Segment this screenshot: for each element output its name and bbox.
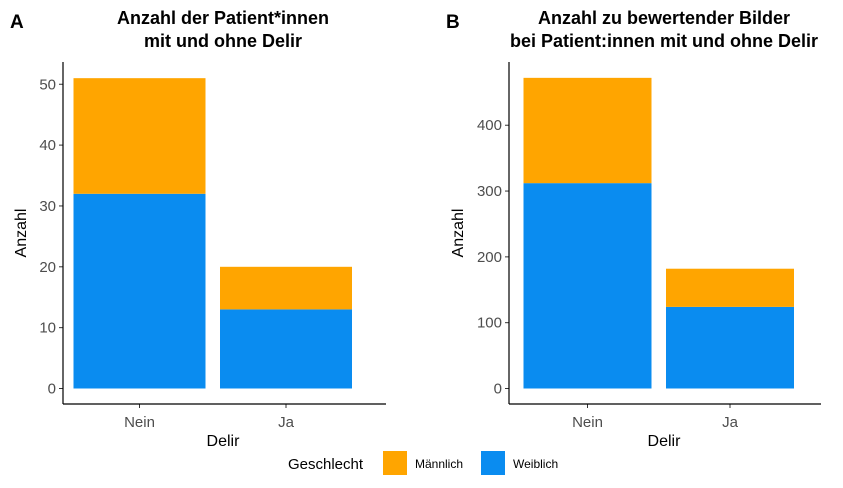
panel-a-bar-ja-weiblich: [220, 309, 352, 389]
panel-b-title-line-2: bei Patient:innen mit und ohne Delir: [510, 31, 818, 51]
panel-a-bar-nein-maennlich: [73, 78, 206, 194]
panel-b-bar-nein-maennlich: [523, 77, 652, 184]
panel-b-x-axis-title: Delir: [648, 433, 682, 450]
panel-a-bar-ja-maennlich: [220, 266, 352, 310]
legend-swatch-maennlich: [383, 451, 407, 475]
panel-b-x-tick-label: Nein: [572, 414, 603, 431]
panel-a-plot-area: Nein Ja 0 10 20 30 40 50: [39, 62, 386, 431]
panel-b-plot-area: Nein Ja 0 100 200 300 400: [477, 62, 821, 431]
panel-a-y-tick-label: 10: [39, 320, 56, 337]
legend-title: Geschlecht: [288, 456, 364, 473]
panel-a-y-tick-label: 40: [39, 137, 56, 154]
legend-swatch-weiblich: [481, 451, 505, 475]
panel-b-y-tick-label: 400: [477, 117, 502, 134]
panel-b-bar-ja-weiblich: [666, 306, 794, 389]
panel-a-x-axis-title: Delir: [207, 433, 241, 450]
panel-b-title-line-1: Anzahl zu bewertender Bilder: [538, 8, 790, 28]
legend: Geschlecht Männlich Weiblich: [288, 451, 558, 475]
panel-b-bar-nein-weiblich: [523, 183, 652, 389]
panel-b-x-tick-label: Ja: [722, 414, 739, 431]
panel-a-y-tick-label: 0: [48, 381, 56, 398]
panel-b-bar-ja-maennlich: [666, 268, 794, 307]
panel-letter-a: A: [10, 12, 24, 33]
panel-a-y-tick-label: 50: [39, 76, 56, 93]
panel-a-title-line-1: Anzahl der Patient*innen: [117, 8, 329, 28]
panel-b-y-tick-label: 300: [477, 183, 502, 200]
panel-letter-b: B: [446, 12, 460, 33]
panel-a-x-tick-label: Nein: [124, 414, 155, 431]
panel-a-y-axis-title: Anzahl: [13, 209, 30, 258]
legend-label-weiblich: Weiblich: [513, 457, 558, 471]
panel-a-y-tick-label: 30: [39, 198, 56, 215]
legend-label-maennlich: Männlich: [415, 457, 463, 471]
panel-b-y-tick-label: 100: [477, 315, 502, 332]
panel-a: A Anzahl der Patient*innen mit und ohne …: [10, 8, 386, 450]
panel-a-y-tick-label: 20: [39, 259, 56, 276]
panel-b-y-axis-title: Anzahl: [450, 209, 467, 258]
panel-a-title-line-2: mit und ohne Delir: [144, 31, 302, 51]
panel-b-y-tick-label: 200: [477, 249, 502, 266]
panel-a-x-tick-label: Ja: [278, 414, 295, 431]
panel-a-bar-nein-weiblich: [73, 193, 206, 389]
panel-b-y-tick-label: 0: [494, 381, 502, 398]
panel-b: B Anzahl zu bewertender Bilder bei Patie…: [446, 8, 821, 450]
